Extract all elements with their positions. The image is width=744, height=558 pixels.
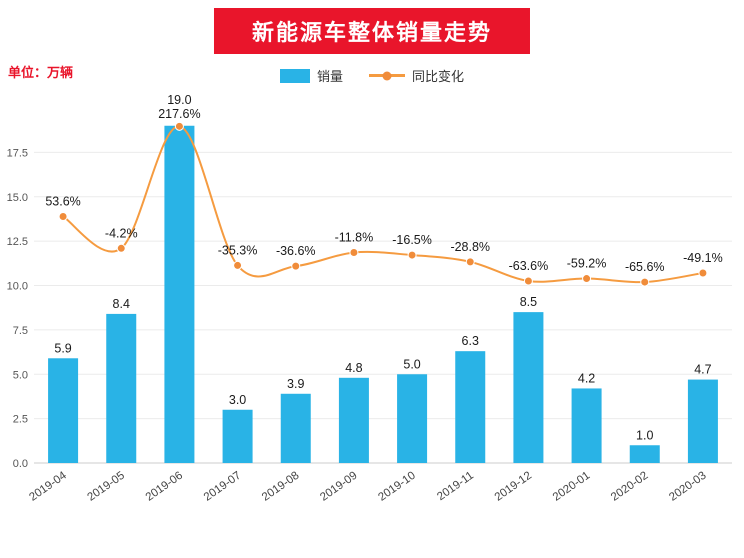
- x-axis-tick-label: 2019-06: [144, 470, 185, 504]
- bar-value-label: 5.9: [54, 341, 71, 355]
- yoy-point: [407, 250, 417, 260]
- line-swatch-icon: [369, 71, 405, 80]
- bar-value-label: 4.7: [694, 363, 711, 377]
- bar-value-label: 1.0: [636, 428, 653, 442]
- page-title: 新能源车整体销量走势: [251, 20, 493, 45]
- yoy-point: [349, 247, 359, 257]
- x-axis-tick-label: 2019-12: [493, 470, 534, 504]
- y-axis-tick-label: 17.5: [7, 147, 28, 159]
- sales-bar: [338, 377, 369, 463]
- sales-bar: [455, 351, 486, 463]
- yoy-point: [116, 243, 126, 253]
- unit-label: 单位：万辆: [8, 65, 74, 80]
- sales-bar: [513, 312, 544, 463]
- yoy-value-label: -16.5%: [392, 233, 432, 247]
- legend-line-label: 同比变化: [412, 69, 465, 84]
- x-axis-tick-label: 2019-09: [318, 470, 359, 504]
- x-axis-tick-label: 2019-07: [202, 470, 243, 504]
- yoy-value-label: -11.8%: [335, 230, 374, 244]
- legend-bar-label: 销量: [316, 69, 343, 84]
- sales-bar: [397, 374, 428, 463]
- sales-bar: [629, 445, 660, 463]
- yoy-point: [174, 121, 184, 131]
- yoy-point: [582, 274, 592, 284]
- sales-bar: [222, 409, 253, 463]
- y-axis-tick-label: 10.0: [7, 281, 28, 293]
- bar-value-label: 4.8: [345, 361, 362, 375]
- sales-bar: [106, 313, 137, 463]
- bar-value-label: 3.0: [229, 393, 246, 407]
- yoy-point: [698, 268, 708, 278]
- bar-value-label: 4.2: [578, 371, 595, 385]
- yoy-value-label: -36.6%: [276, 244, 316, 258]
- title-banner: 新能源车整体销量走势: [213, 8, 531, 54]
- y-axis-tick-label: 0.0: [13, 458, 28, 470]
- yoy-value-label: -59.2%: [567, 257, 607, 271]
- legend-item-sales: 销量: [279, 66, 343, 85]
- chart-legend: 销量 同比变化: [0, 66, 744, 85]
- x-axis-tick-label: 2019-05: [86, 470, 127, 504]
- y-axis-tick-label: 15.0: [7, 192, 28, 204]
- yoy-value-label: -65.6%: [625, 260, 665, 274]
- x-axis-tick-label: 2019-08: [260, 470, 301, 504]
- sales-bar: [571, 388, 602, 463]
- bar-swatch-icon: [279, 68, 310, 83]
- y-axis-tick-label: 5.0: [13, 369, 28, 381]
- x-axis-tick-label: 2020-03: [667, 470, 708, 504]
- bar-value-label: 8.5: [520, 295, 537, 309]
- sales-bar: [164, 125, 195, 463]
- legend-item-yoy: 同比变化: [369, 66, 464, 85]
- sales-bar: [280, 393, 311, 463]
- y-axis-tick-label: 2.5: [13, 414, 28, 426]
- x-axis-tick-label: 2020-02: [609, 470, 650, 504]
- bar-value-label: 5.0: [403, 357, 420, 371]
- bar-value-label: 6.3: [462, 334, 479, 348]
- sales-bar: [48, 358, 79, 463]
- bar-value-label: 19.0: [167, 93, 191, 107]
- sales-bar: [687, 379, 718, 463]
- yoy-value-label: -35.3%: [218, 243, 258, 257]
- yoy-value-label: -28.8%: [450, 240, 490, 254]
- yoy-value-label: 53.6%: [45, 195, 80, 209]
- y-axis-tick-label: 7.5: [13, 325, 28, 337]
- yoy-value-label: 217.6%: [158, 107, 200, 121]
- yoy-point: [58, 212, 68, 222]
- combo-chart: 0.0 2.5 5.0 7.5 10.0 12.5 15.0 17.5 5.9 53.6% 8.4 -…: [7, 93, 732, 504]
- bar-value-label: 3.9: [287, 377, 304, 391]
- yoy-point: [523, 276, 533, 286]
- yoy-value-label: -63.6%: [509, 259, 549, 273]
- x-axis-tick-label: 2019-11: [435, 470, 476, 504]
- bar-value-label: 8.4: [113, 297, 130, 311]
- x-axis-tick-label: 2019-04: [27, 469, 69, 503]
- yoy-line: [62, 125, 704, 284]
- yoy-point: [465, 257, 475, 267]
- line-marker-icon: [382, 71, 392, 80]
- yoy-value-label: -49.1%: [683, 251, 723, 265]
- yoy-point: [640, 277, 650, 287]
- yoy-point: [233, 260, 243, 270]
- yoy-point: [291, 261, 301, 271]
- x-axis-tick-label: 2019-10: [376, 470, 417, 504]
- x-axis-tick-label: 2020-01: [551, 470, 592, 504]
- yoy-value-label: -4.2%: [105, 226, 138, 240]
- y-axis-tick-label: 12.5: [7, 236, 28, 248]
